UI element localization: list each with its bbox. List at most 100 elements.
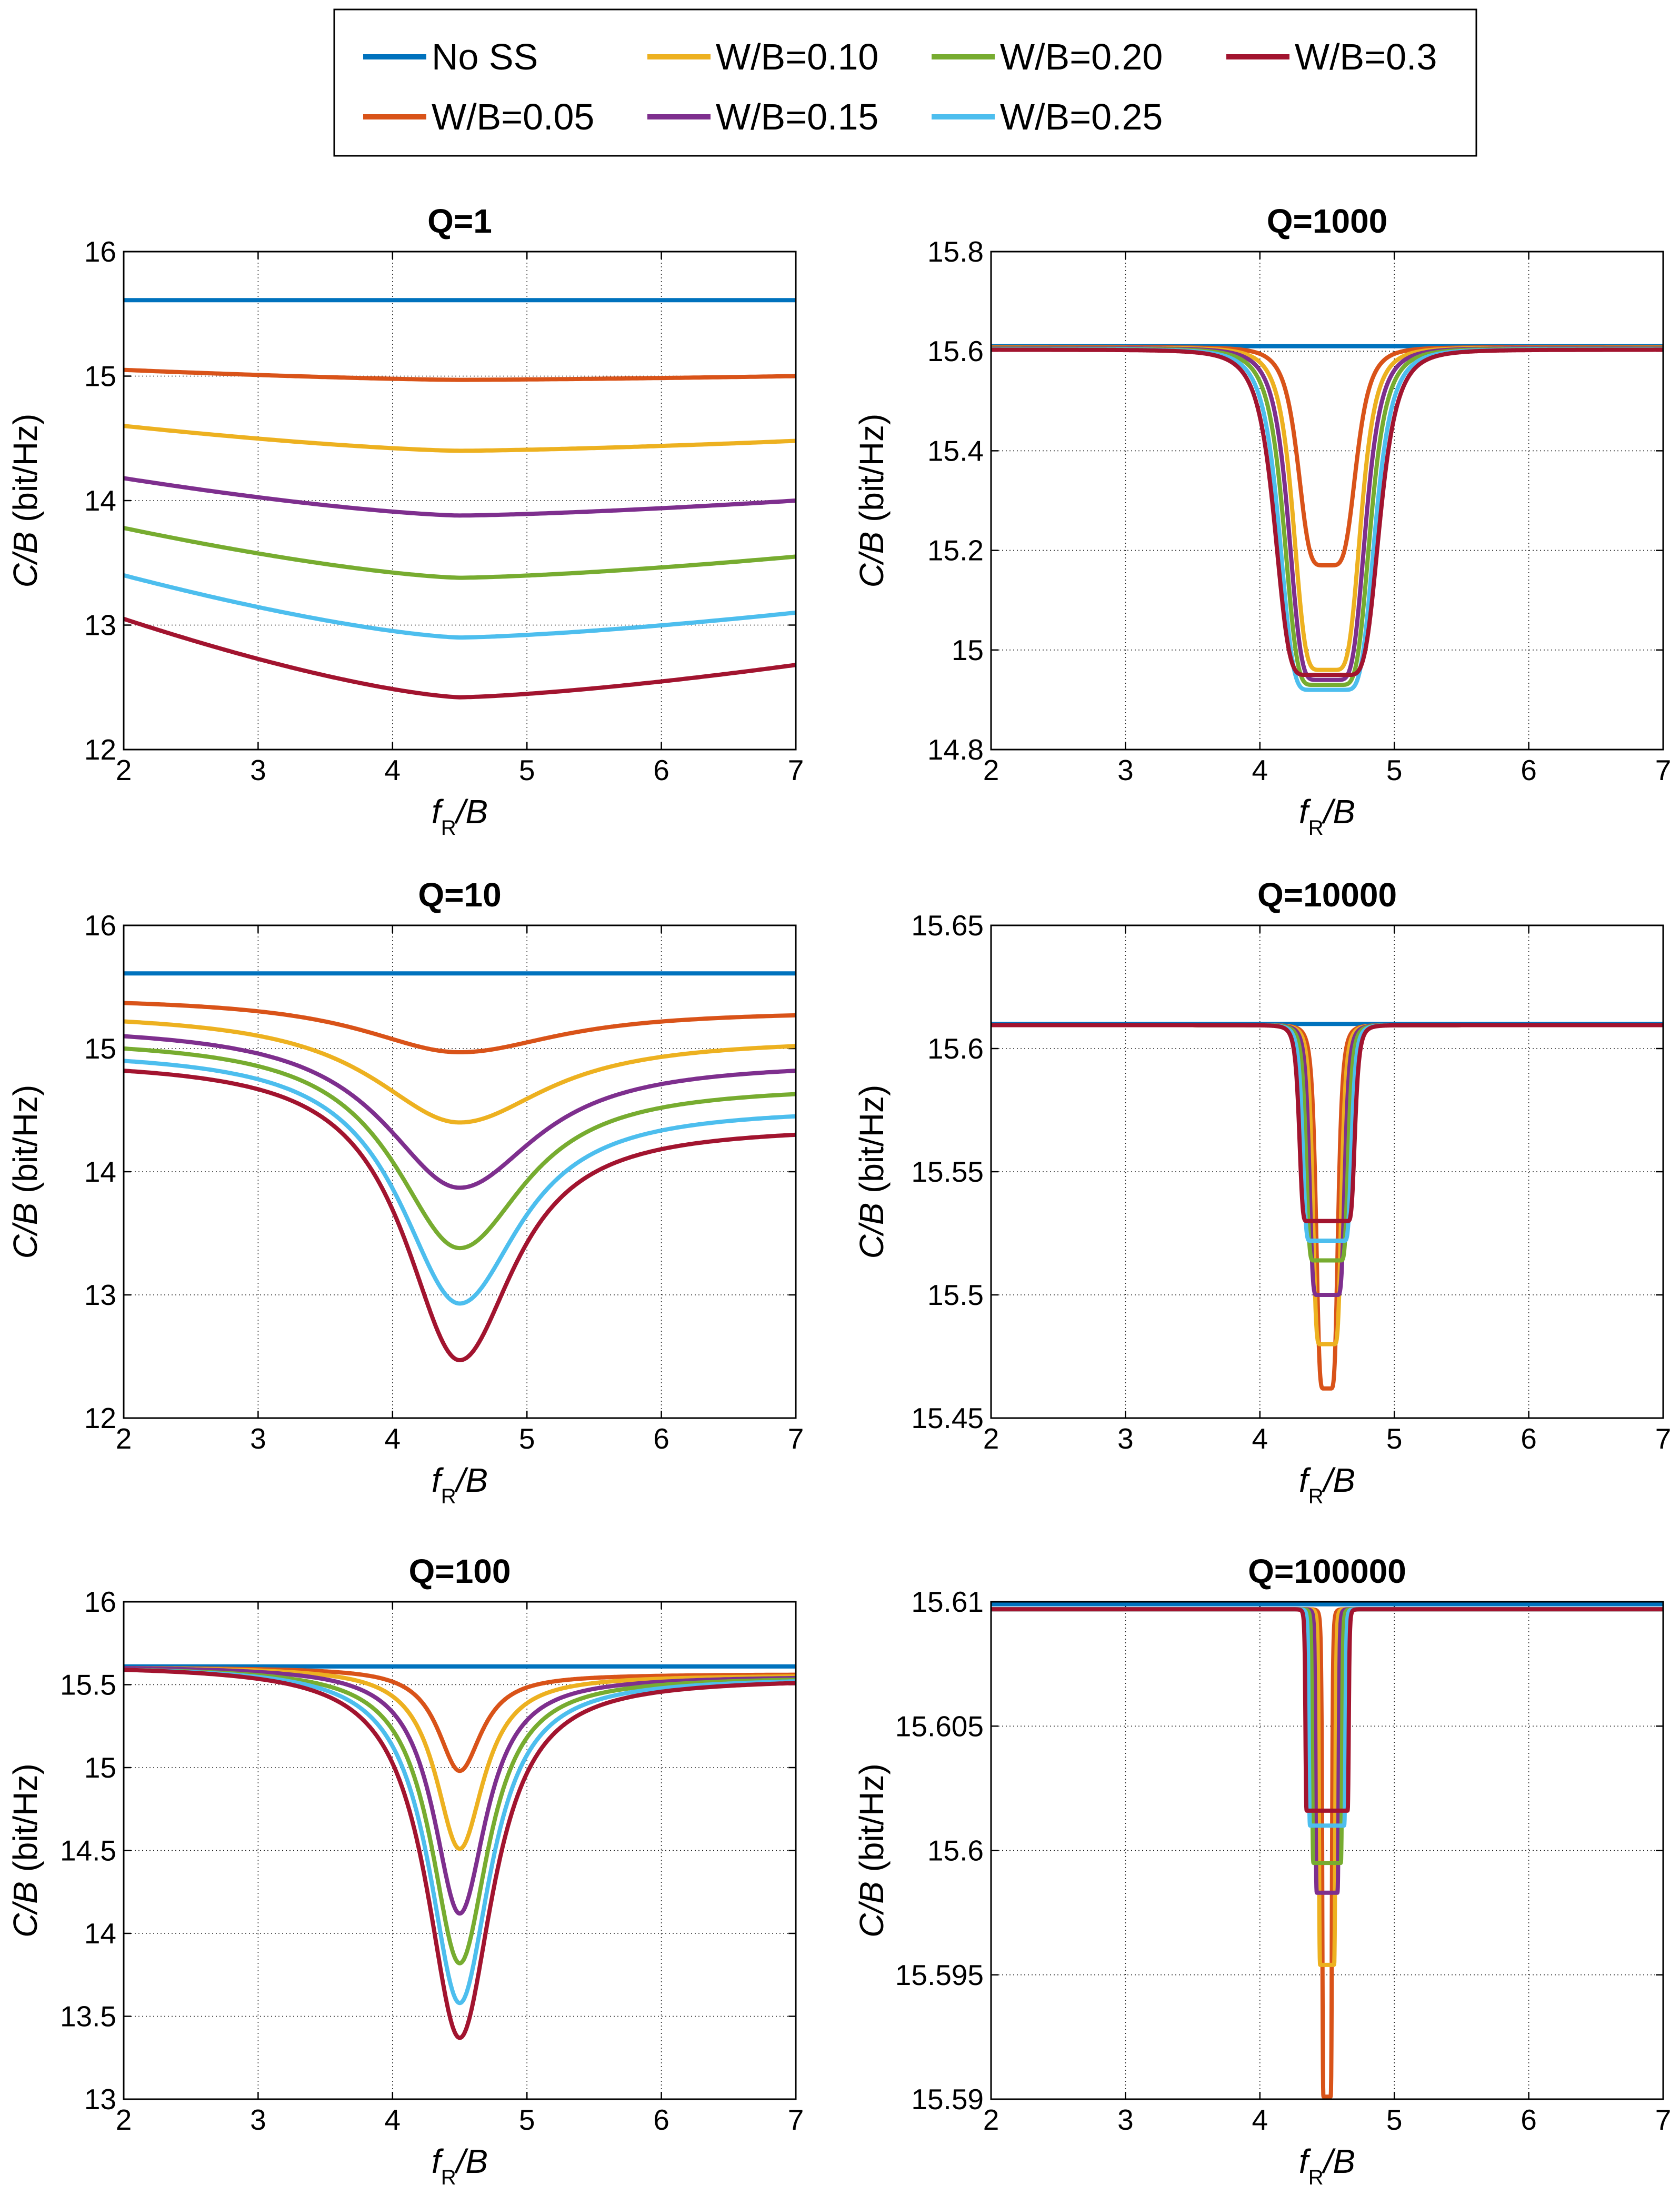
x-tick-label: 2 bbox=[116, 754, 132, 786]
series-line-w-b-0-15 bbox=[124, 476, 796, 518]
x-tick-label: 7 bbox=[788, 1422, 804, 1455]
series-line-w-b-0-20 bbox=[124, 1046, 796, 1251]
axes-box bbox=[123, 1601, 797, 2100]
axes-box bbox=[123, 251, 797, 751]
legend-label: W/B=0.05 bbox=[432, 96, 594, 137]
y-tick-label: 14 bbox=[84, 1155, 116, 1188]
series-line-w-b-0-10 bbox=[124, 424, 796, 453]
series-line-w-b-0-20 bbox=[124, 526, 796, 580]
x-tick-label: 3 bbox=[1117, 754, 1134, 786]
series-line-w-b-0-05 bbox=[124, 1666, 796, 1773]
y-tick-label: 15.59 bbox=[911, 2083, 984, 2116]
x-tick-label: 5 bbox=[1386, 1422, 1403, 1455]
x-tick-label: 6 bbox=[653, 754, 669, 786]
y-tick-label: 15.8 bbox=[927, 235, 984, 268]
y-tick-label: 14.5 bbox=[60, 1834, 116, 1867]
gridlines bbox=[991, 1602, 1663, 2099]
x-tick-label: 5 bbox=[519, 754, 535, 786]
y-tick-label: 15.6 bbox=[927, 1834, 984, 1867]
legend-label: W/B=0.20 bbox=[1000, 36, 1163, 77]
y-axis-label: C/B (bit/Hz) bbox=[853, 1085, 891, 1259]
chart-title: Q=100000 bbox=[1248, 1552, 1406, 1590]
y-tick-label: 14 bbox=[84, 1917, 116, 1950]
y-axis-label: C/B (bit/Hz) bbox=[853, 414, 891, 588]
y-tick-label: 12 bbox=[84, 1402, 116, 1434]
x-tick-label: 2 bbox=[116, 2103, 132, 2136]
y-tick-label: 15.5 bbox=[60, 1669, 116, 1701]
series-line-w-b-0-25 bbox=[124, 1059, 796, 1306]
y-tick-label: 15 bbox=[952, 634, 984, 666]
y-tick-label: 15 bbox=[84, 1032, 116, 1065]
x-tick-label: 3 bbox=[250, 2103, 266, 2136]
x-axis-label: fR/B bbox=[432, 1461, 488, 1508]
y-tick-label: 15.65 bbox=[911, 909, 984, 942]
series-group bbox=[991, 1022, 1663, 1391]
x-tick-label: 6 bbox=[653, 1422, 669, 1455]
chart-panel: Q=10 2 3 4 5 6 7 12 13 14 15 16 fR/B C/B (bit/Hz) bbox=[6, 876, 804, 1508]
x-tick-label: 5 bbox=[519, 1422, 535, 1455]
panels: Q=1 2 3 4 5 6 7 12 13 14 15 16 fR/B C/B (bit/Hz) Q=100… bbox=[6, 202, 1671, 2189]
y-axis-label: C/B (bit/Hz) bbox=[853, 1763, 891, 1938]
y-tick-label: 13 bbox=[84, 2083, 116, 2116]
axes-box bbox=[990, 251, 1664, 751]
series-line-w-b-0-20 bbox=[124, 1668, 796, 1965]
x-tick-label: 4 bbox=[385, 754, 401, 786]
x-tick-label: 5 bbox=[1386, 2103, 1403, 2136]
legend-box bbox=[333, 8, 1477, 157]
chart-title: Q=100 bbox=[409, 1552, 511, 1590]
plot-area bbox=[991, 252, 1663, 750]
series-line-w-b-0-10 bbox=[124, 1666, 796, 1851]
series-group bbox=[124, 1664, 796, 2040]
series-line-w-b-0-15 bbox=[124, 1666, 796, 1916]
series-line-w-b-0-3 bbox=[124, 616, 796, 700]
x-tick-label: 7 bbox=[788, 2103, 804, 2136]
chart-panel: Q=1 2 3 4 5 6 7 12 13 14 15 16 fR/B C/B (bit/Hz) bbox=[6, 202, 804, 840]
series-group bbox=[124, 298, 796, 700]
axes-box bbox=[990, 924, 1664, 1419]
y-tick-label: 15.605 bbox=[895, 1710, 984, 1742]
series-group bbox=[991, 1602, 1663, 2099]
x-tick-label: 5 bbox=[1386, 754, 1403, 786]
y-tick-label: 16 bbox=[84, 909, 116, 942]
axes-box bbox=[123, 924, 797, 1419]
x-axis-label: fR/B bbox=[432, 793, 488, 840]
legend-label: W/B=0.10 bbox=[716, 36, 878, 77]
legend-entry: W/B=0.3 bbox=[1226, 36, 1437, 77]
chart-title: Q=1000 bbox=[1267, 202, 1388, 240]
x-axis-label: fR/B bbox=[1299, 1461, 1355, 1508]
y-tick-label: 15.2 bbox=[927, 534, 984, 567]
y-tick-label: 15.6 bbox=[927, 335, 984, 367]
x-tick-label: 4 bbox=[1252, 1422, 1268, 1455]
series-line-w-b-0-25 bbox=[124, 1668, 796, 2006]
x-tick-label: 2 bbox=[983, 1422, 999, 1455]
series-line-w-b-0-3 bbox=[991, 1023, 1663, 1223]
y-tick-label: 14 bbox=[84, 484, 116, 517]
series-line-w-b-0-15 bbox=[124, 1034, 796, 1190]
x-tick-label: 3 bbox=[250, 1422, 266, 1455]
y-tick-label: 15.55 bbox=[911, 1155, 984, 1188]
chart-title: Q=1 bbox=[427, 202, 492, 240]
chart-panel: Q=100 2 3 4 5 6 7 13 13.5 14 14.5 15 15.5 16 fR/B C/B (… bbox=[6, 1552, 804, 2189]
x-tick-label: 4 bbox=[1252, 754, 1268, 786]
y-tick-label: 15.61 bbox=[911, 1585, 984, 1618]
x-tick-label: 3 bbox=[250, 754, 266, 786]
series-line-w-b-0-10 bbox=[124, 1019, 796, 1125]
y-tick-label: 15.595 bbox=[895, 1959, 984, 1991]
chart-panel: Q=10000 2 3 4 5 6 7 15.45 15.5 15.55 15.6 15.65 fR/B… bbox=[853, 876, 1671, 1508]
legend-entry: No SS bbox=[363, 36, 538, 77]
y-tick-label: 13 bbox=[84, 1279, 116, 1311]
x-tick-label: 5 bbox=[519, 2103, 535, 2136]
x-tick-label: 2 bbox=[116, 1422, 132, 1455]
y-tick-label: 14.8 bbox=[927, 733, 984, 766]
y-tick-label: 15.4 bbox=[927, 434, 984, 467]
y-axis-label: C/B (bit/Hz) bbox=[6, 1763, 44, 1938]
legend-label: W/B=0.15 bbox=[716, 96, 878, 137]
y-tick-label: 15.6 bbox=[927, 1032, 984, 1065]
series-line-w-b-0-25 bbox=[124, 573, 796, 640]
chart-title: Q=10000 bbox=[1257, 876, 1397, 914]
series-line-w-b-0-3 bbox=[124, 1668, 796, 2040]
x-tick-label: 4 bbox=[1252, 2103, 1268, 2136]
x-tick-label: 4 bbox=[385, 1422, 401, 1455]
x-tick-label: 6 bbox=[653, 2103, 669, 2136]
y-tick-label: 15.45 bbox=[911, 1402, 984, 1434]
